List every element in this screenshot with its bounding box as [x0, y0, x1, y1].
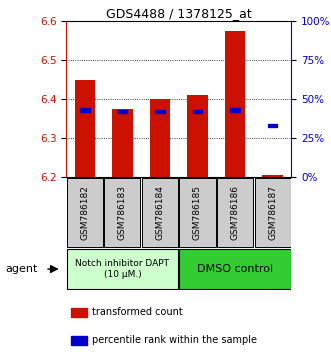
Text: GSM786183: GSM786183 — [118, 185, 127, 240]
Title: GDS4488 / 1378125_at: GDS4488 / 1378125_at — [106, 7, 252, 20]
Bar — [230, 108, 240, 112]
Text: GSM786187: GSM786187 — [268, 185, 277, 240]
Text: percentile rank within the sample: percentile rank within the sample — [92, 335, 257, 345]
FancyBboxPatch shape — [179, 249, 291, 290]
FancyBboxPatch shape — [67, 249, 178, 290]
Text: Notch inhibitor DAPT
(10 μM.): Notch inhibitor DAPT (10 μM.) — [75, 259, 169, 279]
Bar — [71, 308, 87, 317]
Bar — [262, 175, 283, 177]
Bar — [80, 108, 90, 112]
Text: GSM786185: GSM786185 — [193, 185, 202, 240]
FancyBboxPatch shape — [217, 178, 253, 247]
FancyBboxPatch shape — [179, 178, 215, 247]
Text: GSM786184: GSM786184 — [156, 185, 165, 240]
FancyBboxPatch shape — [67, 178, 103, 247]
Text: GSM786182: GSM786182 — [80, 185, 89, 240]
Bar — [150, 99, 170, 177]
Bar — [225, 31, 245, 177]
Text: transformed count: transformed count — [92, 307, 183, 317]
Bar — [268, 124, 277, 127]
Bar — [118, 110, 127, 113]
Text: agent: agent — [5, 264, 37, 274]
FancyBboxPatch shape — [255, 178, 291, 247]
Bar — [155, 110, 165, 113]
Bar — [75, 80, 95, 177]
FancyBboxPatch shape — [142, 178, 178, 247]
Bar — [71, 336, 87, 345]
FancyBboxPatch shape — [105, 178, 140, 247]
Bar — [112, 109, 133, 177]
Bar — [187, 95, 208, 177]
Text: DMSO control: DMSO control — [197, 264, 273, 274]
Bar — [193, 110, 202, 113]
Text: GSM786186: GSM786186 — [230, 185, 240, 240]
